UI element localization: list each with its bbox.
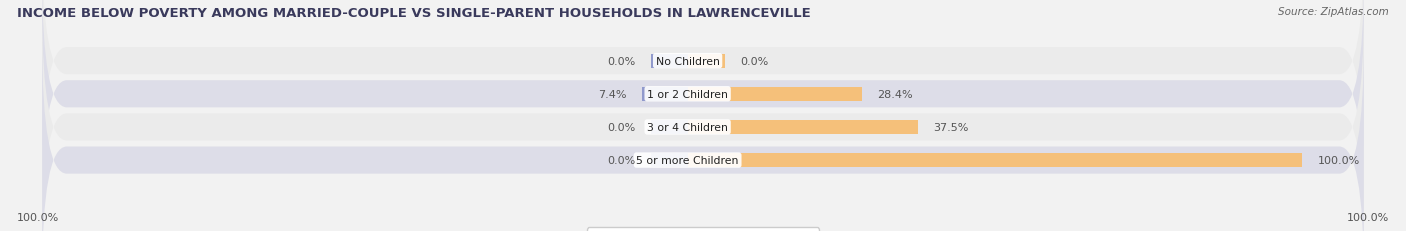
Bar: [643, 88, 688, 101]
Text: 0.0%: 0.0%: [607, 122, 636, 132]
FancyBboxPatch shape: [42, 0, 1364, 213]
Bar: [688, 153, 1302, 167]
Text: 7.4%: 7.4%: [599, 89, 627, 99]
Bar: [651, 55, 688, 68]
FancyBboxPatch shape: [42, 0, 1364, 180]
Text: 0.0%: 0.0%: [607, 56, 636, 66]
Text: 5 or more Children: 5 or more Children: [637, 155, 738, 165]
Legend: Married Couples, Single Parents: Married Couples, Single Parents: [586, 228, 820, 231]
Text: No Children: No Children: [655, 56, 720, 66]
Text: 37.5%: 37.5%: [934, 122, 969, 132]
Text: 1 or 2 Children: 1 or 2 Children: [647, 89, 728, 99]
Text: 100.0%: 100.0%: [17, 212, 59, 222]
Bar: [651, 120, 688, 134]
Text: 28.4%: 28.4%: [877, 89, 914, 99]
Text: 0.0%: 0.0%: [740, 56, 768, 66]
Bar: [688, 120, 918, 134]
Text: Source: ZipAtlas.com: Source: ZipAtlas.com: [1278, 7, 1389, 17]
Text: 100.0%: 100.0%: [1317, 155, 1360, 165]
Bar: [688, 88, 862, 101]
Text: 3 or 4 Children: 3 or 4 Children: [647, 122, 728, 132]
FancyBboxPatch shape: [42, 9, 1364, 231]
Text: INCOME BELOW POVERTY AMONG MARRIED-COUPLE VS SINGLE-PARENT HOUSEHOLDS IN LAWRENC: INCOME BELOW POVERTY AMONG MARRIED-COUPL…: [17, 7, 811, 20]
Text: 0.0%: 0.0%: [607, 155, 636, 165]
Bar: [651, 153, 688, 167]
FancyBboxPatch shape: [42, 42, 1364, 231]
Text: 100.0%: 100.0%: [1347, 212, 1389, 222]
Bar: [688, 55, 724, 68]
